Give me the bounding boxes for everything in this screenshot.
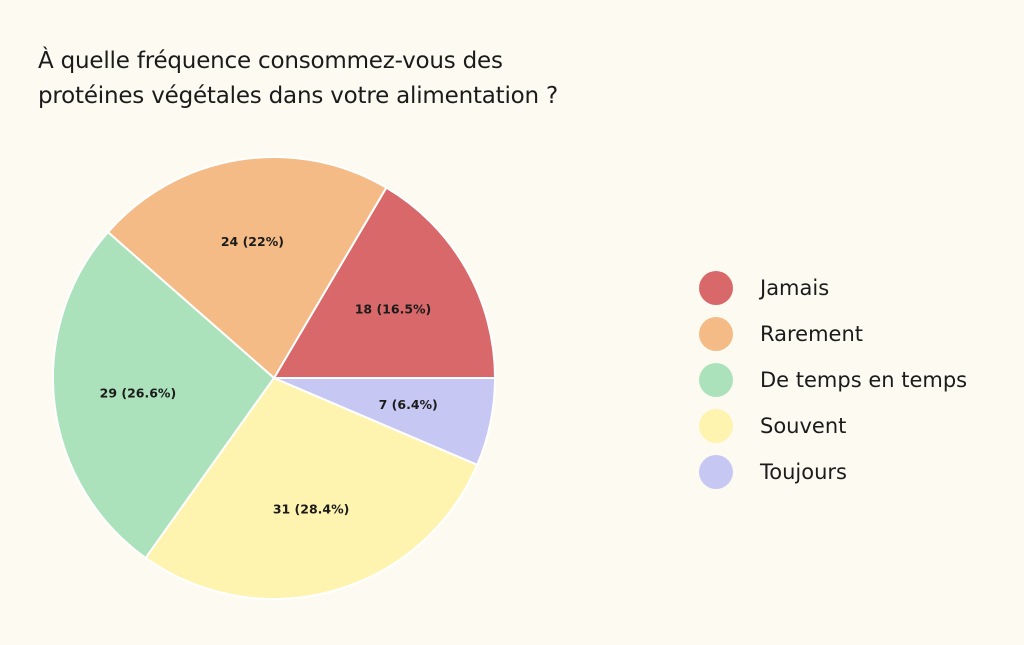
legend-swatch-toujours — [699, 455, 733, 489]
legend-item-jamais: Jamais — [699, 265, 967, 311]
chart-title: À quelle fréquence consommez-vous des pr… — [38, 44, 678, 114]
legend-label-toujours: Toujours — [760, 460, 847, 484]
pie-slice-rarement — [106, 156, 388, 379]
legend-item-souvent: Souvent — [699, 403, 967, 449]
pie-slice-label-toujours: 7 (6.4%) — [379, 397, 438, 412]
legend-label-rarement: Rarement — [760, 322, 864, 346]
legend-swatch-rarement — [699, 317, 733, 351]
pie-slice-label-rarement: 24 (22%) — [221, 234, 284, 249]
legend-swatch-jamais — [699, 271, 733, 305]
legend-swatch-souvent — [699, 409, 733, 443]
legend-label-jamais: Jamais — [760, 276, 830, 300]
pie-slice-jamais — [273, 186, 496, 379]
pie-chart: 18 (16.5%) 24 (22%) 29 (26.6%) 31 (28.4%) 7 … — [52, 156, 496, 600]
chart-title-line-1: À quelle fréquence consommez-vous des — [38, 48, 503, 74]
chart-legend: Jamais Rarement De temps en temps Souven… — [699, 265, 967, 495]
legend-item-de-temps-en-temps: De temps en temps — [699, 357, 967, 403]
legend-swatch-de-temps-en-temps — [699, 363, 733, 397]
pie-slice-souvent — [144, 377, 479, 600]
pie-slice-label-de-temps-en-temps: 29 (26.6%) — [100, 385, 177, 400]
pie-slice-toujours — [273, 377, 496, 466]
legend-item-rarement: Rarement — [699, 311, 967, 357]
pie-slice-label-souvent: 31 (28.4%) — [273, 501, 350, 516]
chart-title-line-2: protéines végétales dans votre alimentat… — [38, 83, 559, 109]
legend-label-souvent: Souvent — [760, 414, 847, 438]
pie-slice-label-jamais: 18 (16.5%) — [355, 302, 432, 317]
legend-item-toujours: Toujours — [699, 449, 967, 495]
legend-label-de-temps-en-temps: De temps en temps — [760, 368, 968, 392]
pie-slice-de-temps-en-temps — [52, 231, 275, 559]
